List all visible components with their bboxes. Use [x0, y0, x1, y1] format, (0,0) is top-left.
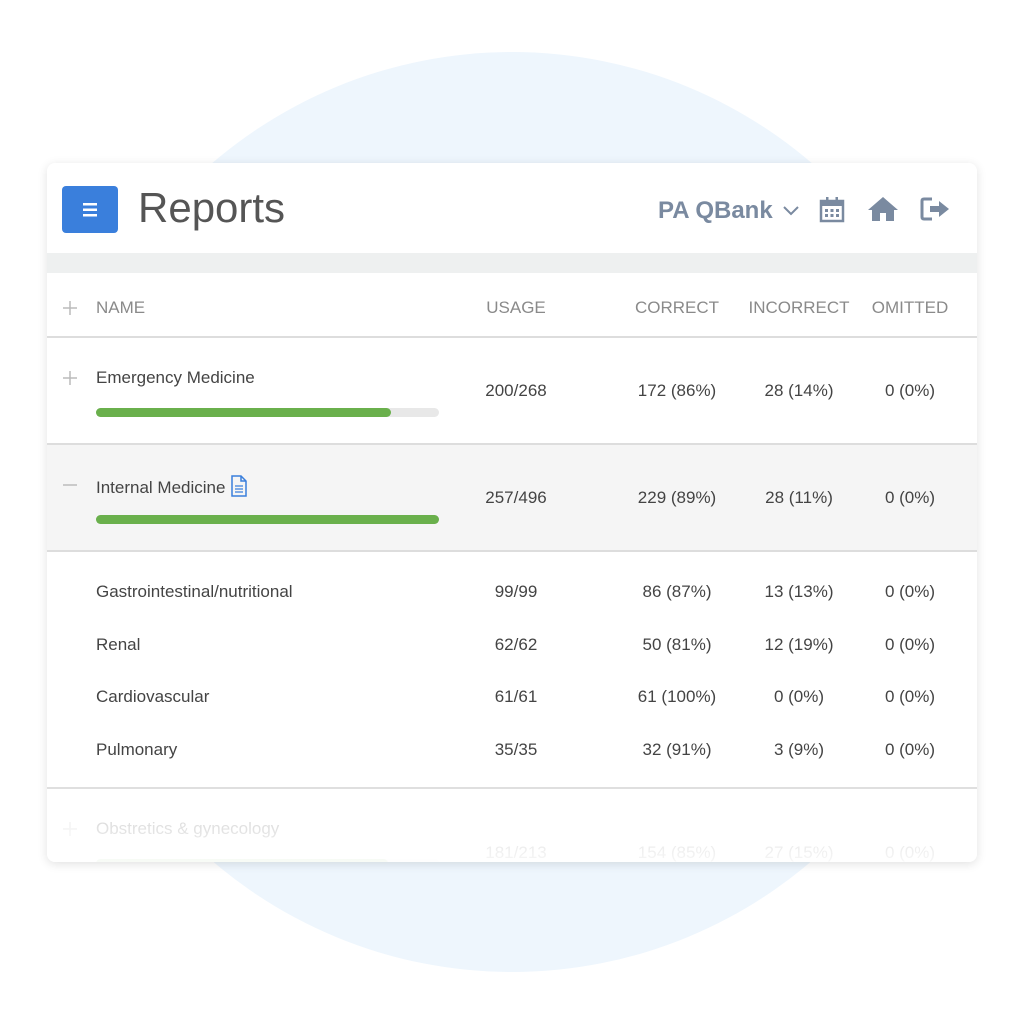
subrow-usage: 62/62 — [494, 634, 538, 654]
expand-toggle[interactable] — [62, 370, 78, 386]
row-omitted: 0 (0%) — [884, 381, 936, 400]
expand-all[interactable] — [62, 300, 78, 316]
progress-track — [96, 408, 439, 417]
logout-icon[interactable] — [919, 196, 953, 224]
row-name: Internal Medicine — [96, 475, 248, 498]
subrow-name: Cardiovascular — [96, 687, 210, 706]
subrow-incorrect: 0 (0%) — [773, 687, 825, 706]
notes-icon[interactable] — [230, 475, 248, 497]
home-icon[interactable] — [866, 195, 900, 223]
column-header: NAME — [96, 298, 146, 317]
progress-track — [96, 515, 439, 524]
subrow-usage: 61/61 — [494, 687, 538, 706]
row-incorrect: 28 (11%) — [765, 488, 833, 507]
column-header: OMITTED — [871, 298, 949, 317]
calendar-icon[interactable] — [818, 196, 846, 224]
table: NAME USAGE CORRECT INCORRECT OMITTED Emergenc… — [47, 163, 977, 862]
fade-overlay — [47, 783, 977, 862]
subrow-incorrect: 3 (9%) — [773, 739, 825, 759]
reports-card: Reports PA QBank NAME USAGE CORRECT INCORRE… — [47, 163, 977, 862]
row-correct: 172 (86%) — [637, 381, 717, 400]
chevron-icon — [783, 206, 800, 216]
product-name: PA QBank — [658, 197, 773, 224]
column-header: USAGE — [486, 298, 546, 317]
row-name: Emergency Medicine — [96, 368, 255, 388]
header-divider — [47, 336, 977, 338]
subrow-usage: 35/35 — [494, 739, 538, 759]
toolbar-strip — [47, 253, 977, 273]
table-row: Emergency Medicine 200/268 172 (86%) 28 (14… — [47, 338, 977, 443]
subrow-usage: 99/99 — [494, 582, 538, 601]
subrow-name: Renal — [96, 634, 141, 654]
progress-fill — [96, 408, 391, 417]
menu-button[interactable] — [62, 186, 118, 233]
subrow-correct: 86 (87%) — [642, 582, 712, 601]
progress-fill — [96, 515, 439, 524]
column-header: CORRECT — [634, 298, 720, 317]
subrow-incorrect: 12 (19%) — [764, 634, 834, 654]
subrow-correct: 61 (100%) — [637, 687, 717, 706]
subrow-name: Gastrointestinal/nutritional — [96, 582, 293, 601]
row-incorrect: 28 (14%) — [764, 381, 834, 400]
menu-icon — [83, 203, 97, 217]
subrow-omitted: 0 (0%) — [884, 687, 936, 706]
row-divider — [47, 550, 977, 552]
row-divider — [47, 443, 977, 445]
collapse-toggle[interactable] — [62, 477, 78, 493]
row-correct: 229 (89%) — [637, 488, 717, 507]
row-omitted: 0 (0%) — [884, 488, 936, 507]
page-title: Reports — [138, 184, 286, 231]
product-selector[interactable]: PA QBank — [658, 197, 801, 225]
row-usage: 257/496 — [485, 488, 547, 507]
subrow-correct: 50 (81%) — [642, 634, 712, 654]
subrow-omitted: 0 (0%) — [884, 634, 936, 654]
row-name-text: Internal Medicine — [96, 478, 226, 497]
row-name-text: Emergency Medicine — [96, 368, 255, 387]
subrow-incorrect: 13 (13%) — [764, 582, 834, 601]
table-row: Internal Medicine 257/496 229 (89%) 28 (11%… — [47, 445, 977, 550]
subrow-omitted: 0 (0%) — [884, 739, 936, 759]
subrow-omitted: 0 (0%) — [884, 582, 936, 601]
subrow-name: Pulmonary — [96, 739, 178, 759]
row-usage: 200/268 — [485, 381, 547, 400]
column-header: INCORRECT — [748, 298, 850, 317]
subrow-correct: 32 (91%) — [642, 739, 712, 759]
